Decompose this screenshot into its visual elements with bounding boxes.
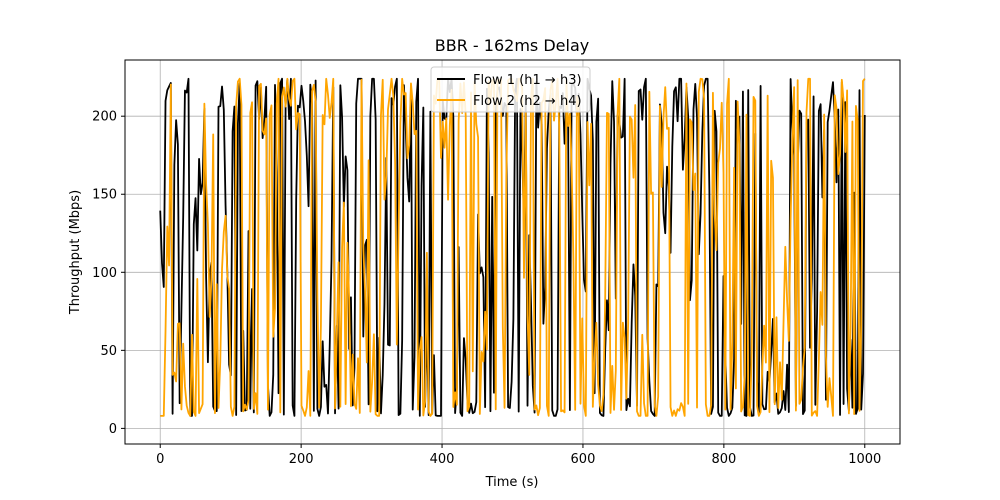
legend: Flow 1 (h1 → h3) Flow 2 (h2 → h4) — [430, 66, 591, 113]
x-tick-label: 0 — [156, 452, 164, 467]
x-tick-label: 200 — [289, 452, 314, 467]
y-axis-label: Throughput (Mbps) — [68, 190, 83, 315]
x-tick-label: 600 — [571, 452, 596, 467]
legend-box — [430, 66, 591, 113]
x-tick-label: 800 — [711, 452, 736, 467]
y-tick-label: 200 — [92, 110, 117, 125]
chart-title: BBR - 162ms Delay — [435, 36, 589, 55]
x-tick-label: 400 — [430, 452, 455, 467]
y-tick-label: 100 — [92, 266, 117, 281]
y-tick-label: 0 — [109, 422, 117, 437]
axis-ticks: 0 200 400 600 800 1000 0 50 100 150 200 — [92, 110, 881, 467]
x-tick-label: 1000 — [848, 452, 881, 467]
y-tick-label: 150 — [92, 188, 117, 203]
legend-label-flow1: Flow 1 (h1 → h3) — [473, 73, 582, 88]
x-axis-label: Time (s) — [485, 475, 539, 490]
legend-label-flow2: Flow 2 (h2 → h4) — [473, 94, 582, 109]
y-tick-label: 50 — [100, 344, 117, 359]
plot-frame — [124, 59, 901, 445]
